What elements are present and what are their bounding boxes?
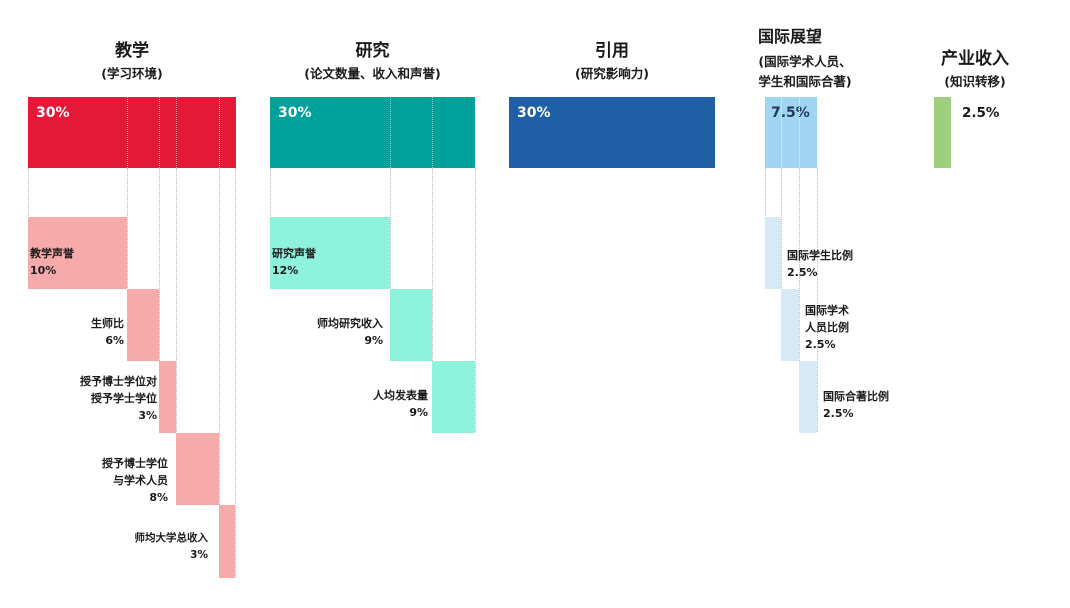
international-guide <box>781 168 782 290</box>
international-students-bar <box>765 217 781 289</box>
research-guide <box>390 168 391 290</box>
metric-name: 国际合著比例 <box>823 390 889 403</box>
metric-name: 人员比例 <box>805 321 849 334</box>
teaching-reputation-label: 教学声誉 10% <box>30 245 74 279</box>
citations-weight: 30% <box>517 105 551 121</box>
teaching-guide <box>219 97 220 168</box>
international-guide <box>765 168 766 216</box>
research-reputation-bar <box>270 217 390 289</box>
metric-name: 国际学生比例 <box>787 249 853 262</box>
international-main-bar: 7.5% <box>765 97 817 168</box>
research-title: 研究 <box>355 41 390 61</box>
metric-weight: 10% <box>30 264 57 277</box>
international-subtitle-line2: 学生和国际合著) <box>758 74 852 89</box>
industry-subtitle: (知识转移) <box>944 74 1006 89</box>
teaching-guide <box>159 97 160 168</box>
teaching-guide <box>235 168 236 578</box>
metric-weight: 3% <box>138 409 157 422</box>
metric-weight: 6% <box>105 334 124 347</box>
international-staff-label: 国际学术 人员比例 2.5% <box>805 302 849 353</box>
metric-name: 师均研究收入 <box>317 317 383 330</box>
institutional-income-bar <box>219 505 235 578</box>
doctorate-bachelor-ratio-bar <box>159 361 176 433</box>
international-collaboration-label: 国际合著比例 2.5% <box>823 388 889 422</box>
international-staff-bar <box>781 289 799 361</box>
institutional-income-label: 师均大学总收入 3% <box>100 530 209 564</box>
metric-weight: 2.5% <box>805 338 836 351</box>
international-students-label: 国际学生比例 2.5% <box>787 247 853 281</box>
metric-weight: 12% <box>272 264 299 277</box>
student-staff-ratio-bar <box>127 289 159 361</box>
teaching-subtitle: (学习环境) <box>101 66 163 81</box>
citations-title: 引用 <box>595 41 629 61</box>
international-guide <box>799 168 800 361</box>
metric-name: 与学术人员 <box>113 474 168 487</box>
teaching-guide <box>127 97 128 168</box>
teaching-main-bar: 30% <box>28 97 236 168</box>
metric-name: 人均发表量 <box>373 389 428 402</box>
student-staff-ratio-label: 生师比 6% <box>44 315 124 349</box>
teaching-weight: 30% <box>36 105 70 121</box>
research-guide <box>432 97 433 168</box>
research-income-bar <box>390 289 432 361</box>
industry-title: 产业收入 <box>941 49 1009 69</box>
industry-weight: 2.5% <box>962 105 1000 121</box>
research-guide <box>270 168 271 216</box>
research-income-label: 师均研究收入 9% <box>290 315 383 349</box>
metric-name: 国际学术 <box>805 304 849 317</box>
teaching-guide <box>159 168 160 361</box>
metric-weight: 9% <box>409 406 428 419</box>
research-reputation-label: 研究声誉 12% <box>272 245 316 279</box>
metric-name: 授予学士学位 <box>91 392 157 405</box>
international-weight: 7.5% <box>771 105 810 121</box>
teaching-guide <box>176 168 177 432</box>
research-guide <box>390 97 391 168</box>
teaching-guide <box>127 168 128 290</box>
doctorate-staff-ratio-label: 授予博士学位 与学术人员 8% <box>60 455 168 506</box>
research-productivity-label: 人均发表量 9% <box>340 387 428 421</box>
international-collaboration-bar <box>799 361 817 433</box>
doctorate-bachelor-ratio-label: 授予博士学位对 授予学士学位 3% <box>40 373 157 424</box>
teaching-guide <box>219 168 220 505</box>
international-guide <box>781 97 782 168</box>
international-subtitle-line1: (国际学术人员、 <box>758 54 852 69</box>
teaching-guide <box>176 97 177 168</box>
international-title: 国际展望 <box>757 27 822 46</box>
research-weight: 30% <box>278 105 312 121</box>
metric-name: 授予博士学位 <box>102 457 168 470</box>
metric-weight: 2.5% <box>787 266 818 279</box>
metric-name: 授予博士学位对 <box>80 375 157 388</box>
metric-weight: 3% <box>190 549 208 561</box>
metric-weight: 8% <box>149 491 168 504</box>
teaching-guide <box>28 168 29 216</box>
metric-weight: 9% <box>364 334 383 347</box>
doctorate-staff-ratio-bar <box>176 433 219 505</box>
research-subtitle: (论文数量、收入和声誉) <box>304 66 441 81</box>
industry-main-bar <box>934 97 951 168</box>
teaching-reputation-bar <box>28 217 127 289</box>
citations-main-bar: 30% <box>509 97 715 168</box>
international-guide <box>799 97 800 168</box>
teaching-title: 教学 <box>115 41 149 61</box>
research-guide <box>432 168 433 361</box>
metric-name: 教学声誉 <box>30 247 74 260</box>
citations-subtitle: (研究影响力) <box>575 66 649 81</box>
metric-name: 师均大学总收入 <box>134 532 209 544</box>
research-main-bar: 30% <box>270 97 475 168</box>
research-guide <box>475 168 476 432</box>
metric-weight: 2.5% <box>823 407 854 420</box>
international-guide <box>817 168 818 432</box>
research-productivity-bar <box>432 361 475 433</box>
metric-name: 生师比 <box>91 317 124 330</box>
metric-name: 研究声誉 <box>272 247 316 260</box>
